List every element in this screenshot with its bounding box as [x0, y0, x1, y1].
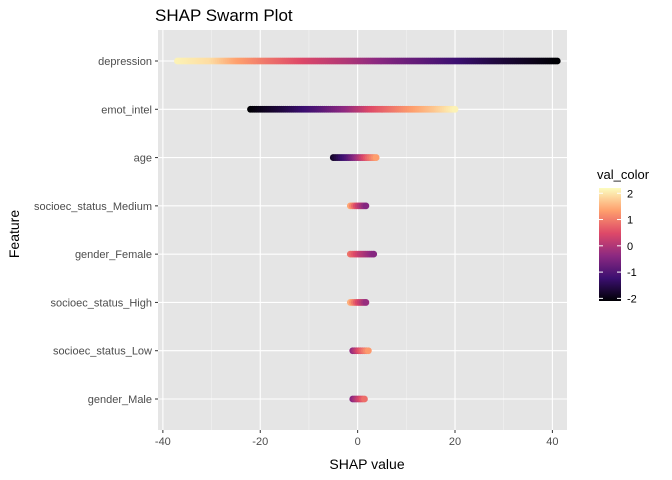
x-axis: -40 -20 0 20 40 — [155, 430, 559, 448]
y-tick-label: emot_intel — [101, 104, 152, 116]
legend-title: val_color — [597, 167, 650, 182]
y-tick-label: age — [134, 153, 152, 165]
y-tick-label: gender_Male — [88, 394, 152, 406]
legend-tick-label: 1 — [627, 215, 633, 227]
legend-tick-label: -2 — [627, 293, 637, 305]
x-tick-label: -20 — [252, 436, 268, 448]
y-tick-label: depression — [98, 56, 152, 68]
data-point — [370, 250, 378, 258]
plot-panel — [158, 30, 567, 430]
y-tick-label: socioec_status_Low — [53, 346, 152, 358]
x-tick-label: 40 — [546, 436, 558, 448]
data-point — [362, 202, 370, 210]
data-point — [362, 299, 370, 306]
legend-tick-label: -1 — [627, 267, 637, 279]
data-point — [553, 57, 561, 65]
data-point — [361, 395, 368, 403]
data-point — [364, 347, 372, 355]
chart-title: SHAP Swarm Plot — [155, 6, 293, 25]
y-axis-title: Feature — [6, 210, 22, 258]
data-point — [372, 154, 380, 161]
data-points — [174, 57, 561, 403]
x-tick-label: 20 — [449, 436, 461, 448]
legend-tick-label: 0 — [627, 241, 633, 253]
x-axis-title: SHAP value — [329, 456, 404, 472]
legend-colorbar — [599, 188, 621, 301]
legend: val_color 2 1 0 -1 -2 — [597, 167, 650, 305]
legend-tick-label: 2 — [627, 188, 633, 200]
x-tick-label: -40 — [155, 436, 171, 448]
x-tick-label: 0 — [355, 436, 361, 448]
y-tick-label: socioec_status_Medium — [34, 201, 152, 213]
y-tick-label: gender_Female — [75, 249, 152, 261]
y-tick-label: socioec_status_High — [50, 297, 152, 309]
data-point — [451, 105, 459, 113]
